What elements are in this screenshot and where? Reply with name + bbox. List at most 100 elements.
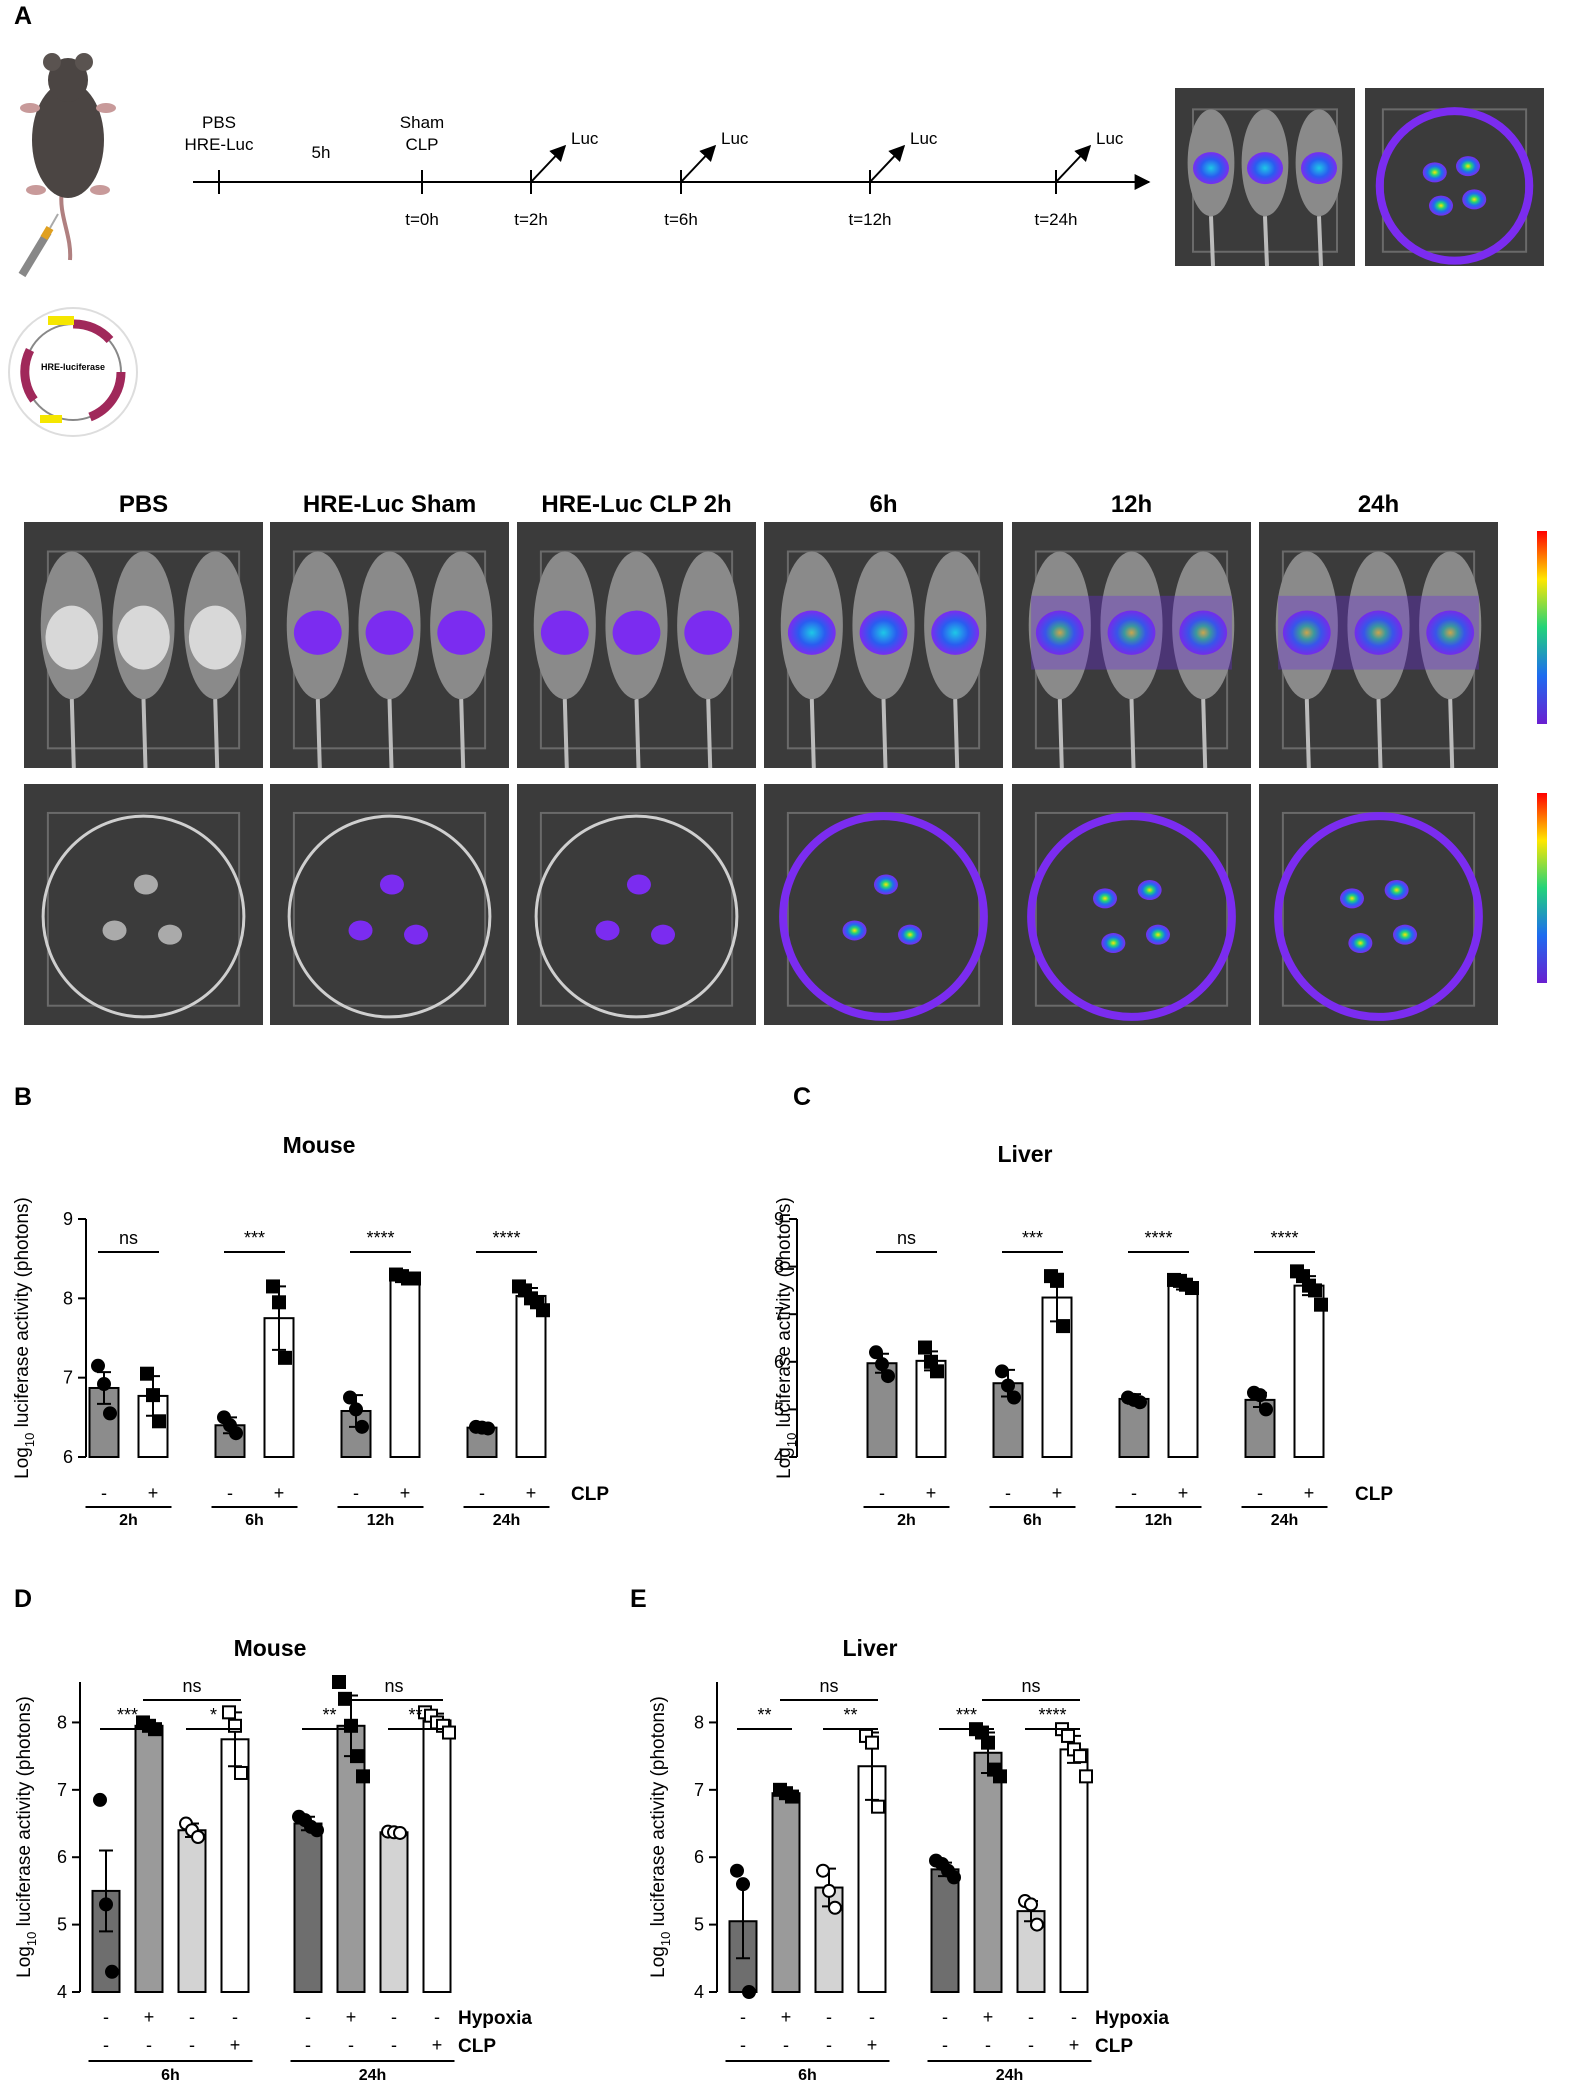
chart: C Liver Log10 luciferase activity (photons… (774, 1083, 1393, 1529)
bar (220, 1738, 250, 1993)
condition-sign: - (189, 2007, 195, 2027)
y-tick-label: 8 (57, 1712, 67, 1732)
plasmid-map: HRE-luciferase (8, 307, 138, 437)
readout-label: Luc (721, 129, 749, 148)
halo (1278, 595, 1479, 670)
signal (684, 610, 733, 655)
y-tick-label: 4 (57, 1982, 67, 2002)
condition-sign: - (1131, 1483, 1137, 1503)
y-tick-label: 6 (694, 1847, 704, 1867)
signal (787, 610, 836, 655)
data-point (1061, 1728, 1075, 1743)
condition-sign: + (148, 1483, 159, 1503)
image-tile (517, 784, 756, 1025)
condition-sign: - (391, 2035, 397, 2055)
condition-sign: + (1069, 2035, 1080, 2055)
significance-label: *** (956, 1705, 977, 1725)
data-point (355, 1419, 369, 1434)
tail (706, 699, 713, 769)
organ (873, 874, 898, 895)
condition-sign: - (1071, 2007, 1077, 2027)
tail (881, 699, 888, 769)
tail (634, 699, 641, 769)
significance-label: *** (1022, 1228, 1043, 1248)
data-point (103, 1406, 117, 1421)
y-tick-label: 5 (694, 1915, 704, 1935)
condition-sign: + (983, 2007, 994, 2027)
organ (1422, 162, 1447, 183)
time-label: t=24h (1034, 210, 1077, 229)
signal (540, 610, 589, 655)
y-axis-label-part: 10 (658, 1932, 673, 1946)
column-header: 12h (1111, 491, 1152, 518)
y-tick-label: 4 (694, 1982, 704, 2002)
data-point (228, 1718, 242, 1733)
data-point (140, 1366, 154, 1381)
condition-sign: - (103, 2007, 109, 2027)
y-axis-label-part: 10 (22, 1433, 37, 1447)
data-point (105, 1964, 119, 1979)
organ (348, 920, 373, 941)
bar (422, 1719, 452, 1994)
data-point (993, 1769, 1007, 1784)
condition-sign: - (103, 2035, 109, 2055)
image-tile (764, 784, 1003, 1025)
organ (626, 874, 651, 895)
chart: D Mouse Log10 luciferase activity (photons… (14, 1585, 532, 2084)
condition-sign: - (146, 2035, 152, 2055)
y-axis-label-part: Log (14, 1946, 35, 1978)
data-point (338, 1691, 352, 1706)
y-tick-label: 7 (694, 1780, 704, 1800)
y-tick-label: 6 (774, 1352, 784, 1372)
condition-sign: + (867, 2035, 878, 2055)
data-point (349, 1402, 363, 1417)
signal (612, 610, 661, 655)
signal (1035, 610, 1084, 655)
signal (1247, 152, 1283, 185)
y-axis-label: Log10 luciferase activity (photons) (12, 1197, 37, 1479)
tile-bg (270, 784, 509, 1025)
condition-sign: - (783, 2035, 789, 2055)
organ (651, 924, 676, 945)
data-point (356, 1769, 370, 1784)
column-header: HRE-Luc CLP 2h (541, 491, 731, 518)
y-axis-label-part: luciferase activity (photons) (14, 1696, 35, 1932)
y-tick-label: 4 (774, 1447, 784, 1467)
y-tick-label: 6 (57, 1847, 67, 1867)
y-tick-label: 5 (774, 1399, 784, 1419)
tail (459, 699, 466, 769)
organ (133, 874, 158, 895)
significance-label: ns (119, 1228, 138, 1248)
tail (69, 699, 76, 769)
condition-sign: + (346, 2007, 357, 2027)
condition-sign: - (985, 2035, 991, 2055)
organ (1456, 156, 1481, 177)
x-tick-label: 2h (897, 1512, 916, 1529)
data-point (350, 1749, 364, 1764)
signal (1426, 610, 1475, 655)
tail (1201, 699, 1208, 769)
organ (1393, 924, 1418, 945)
x-tick-label: 6h (161, 2067, 180, 2084)
data-point (310, 1823, 324, 1838)
condition-sign: + (1304, 1483, 1315, 1503)
chart: E Liver Log10 luciferase activity (photons… (630, 1585, 1169, 2084)
y-axis-label-part: Log (648, 1946, 669, 1978)
time-label: t=12h (848, 210, 891, 229)
dish (287, 814, 492, 1019)
data-point (393, 1825, 407, 1840)
dish (534, 814, 739, 1019)
x-tick-label: 12h (1145, 1512, 1173, 1529)
tail (809, 699, 816, 769)
signal (1193, 152, 1229, 185)
y-axis-label-part: Log (774, 1447, 795, 1479)
image-tile (764, 522, 1003, 769)
belly (45, 605, 99, 670)
significance-label: *** (117, 1705, 138, 1725)
organ (158, 924, 183, 945)
row-label: CLP (458, 2036, 496, 2057)
panel-label: A (14, 2, 32, 30)
tail (315, 699, 322, 769)
